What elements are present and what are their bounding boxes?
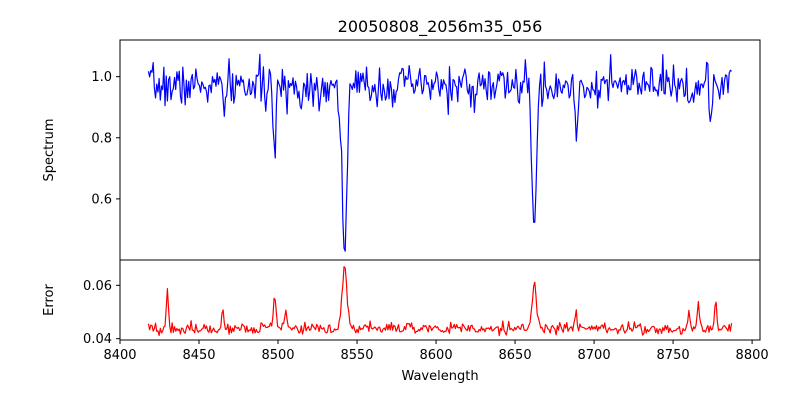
x-tick-label: 8400 [103,348,136,363]
x-tick-label: 8750 [657,348,690,363]
chart-title: 20050808_2056m35_056 [338,17,543,37]
x-tick-label: 8550 [340,348,373,363]
spectrum-panel: 0.6 0.8 1.0 [91,39,761,261]
error-axes-frame [119,259,761,341]
y-tick-label: 0.8 [91,131,112,146]
error-panel: 0.04 0.06 8400 8450 8500 8550 8600 8650 8700 8750… [83,259,769,363]
x-axis-label: Wavelength [401,369,478,384]
x-tick-label: 8800 [736,348,769,363]
x-tick-label: 8450 [182,348,215,363]
x-tick-label: 8500 [261,348,294,363]
spectrum-axes-frame [119,39,761,261]
y-axis-label-error: Error [42,284,57,316]
y-axis-label-spectrum: Spectrum [42,119,57,182]
y-tick-label: 0.04 [83,332,112,347]
y-tick-label: 0.06 [83,279,112,294]
error-line [147,266,733,337]
y-tick-label: 1.0 [91,70,112,85]
y-tick-label: 0.6 [91,192,112,207]
x-tick-label: 8700 [578,348,611,363]
x-tick-label: 8650 [499,348,532,363]
spectrum-line [147,53,732,252]
x-tick-label: 8600 [420,348,453,363]
